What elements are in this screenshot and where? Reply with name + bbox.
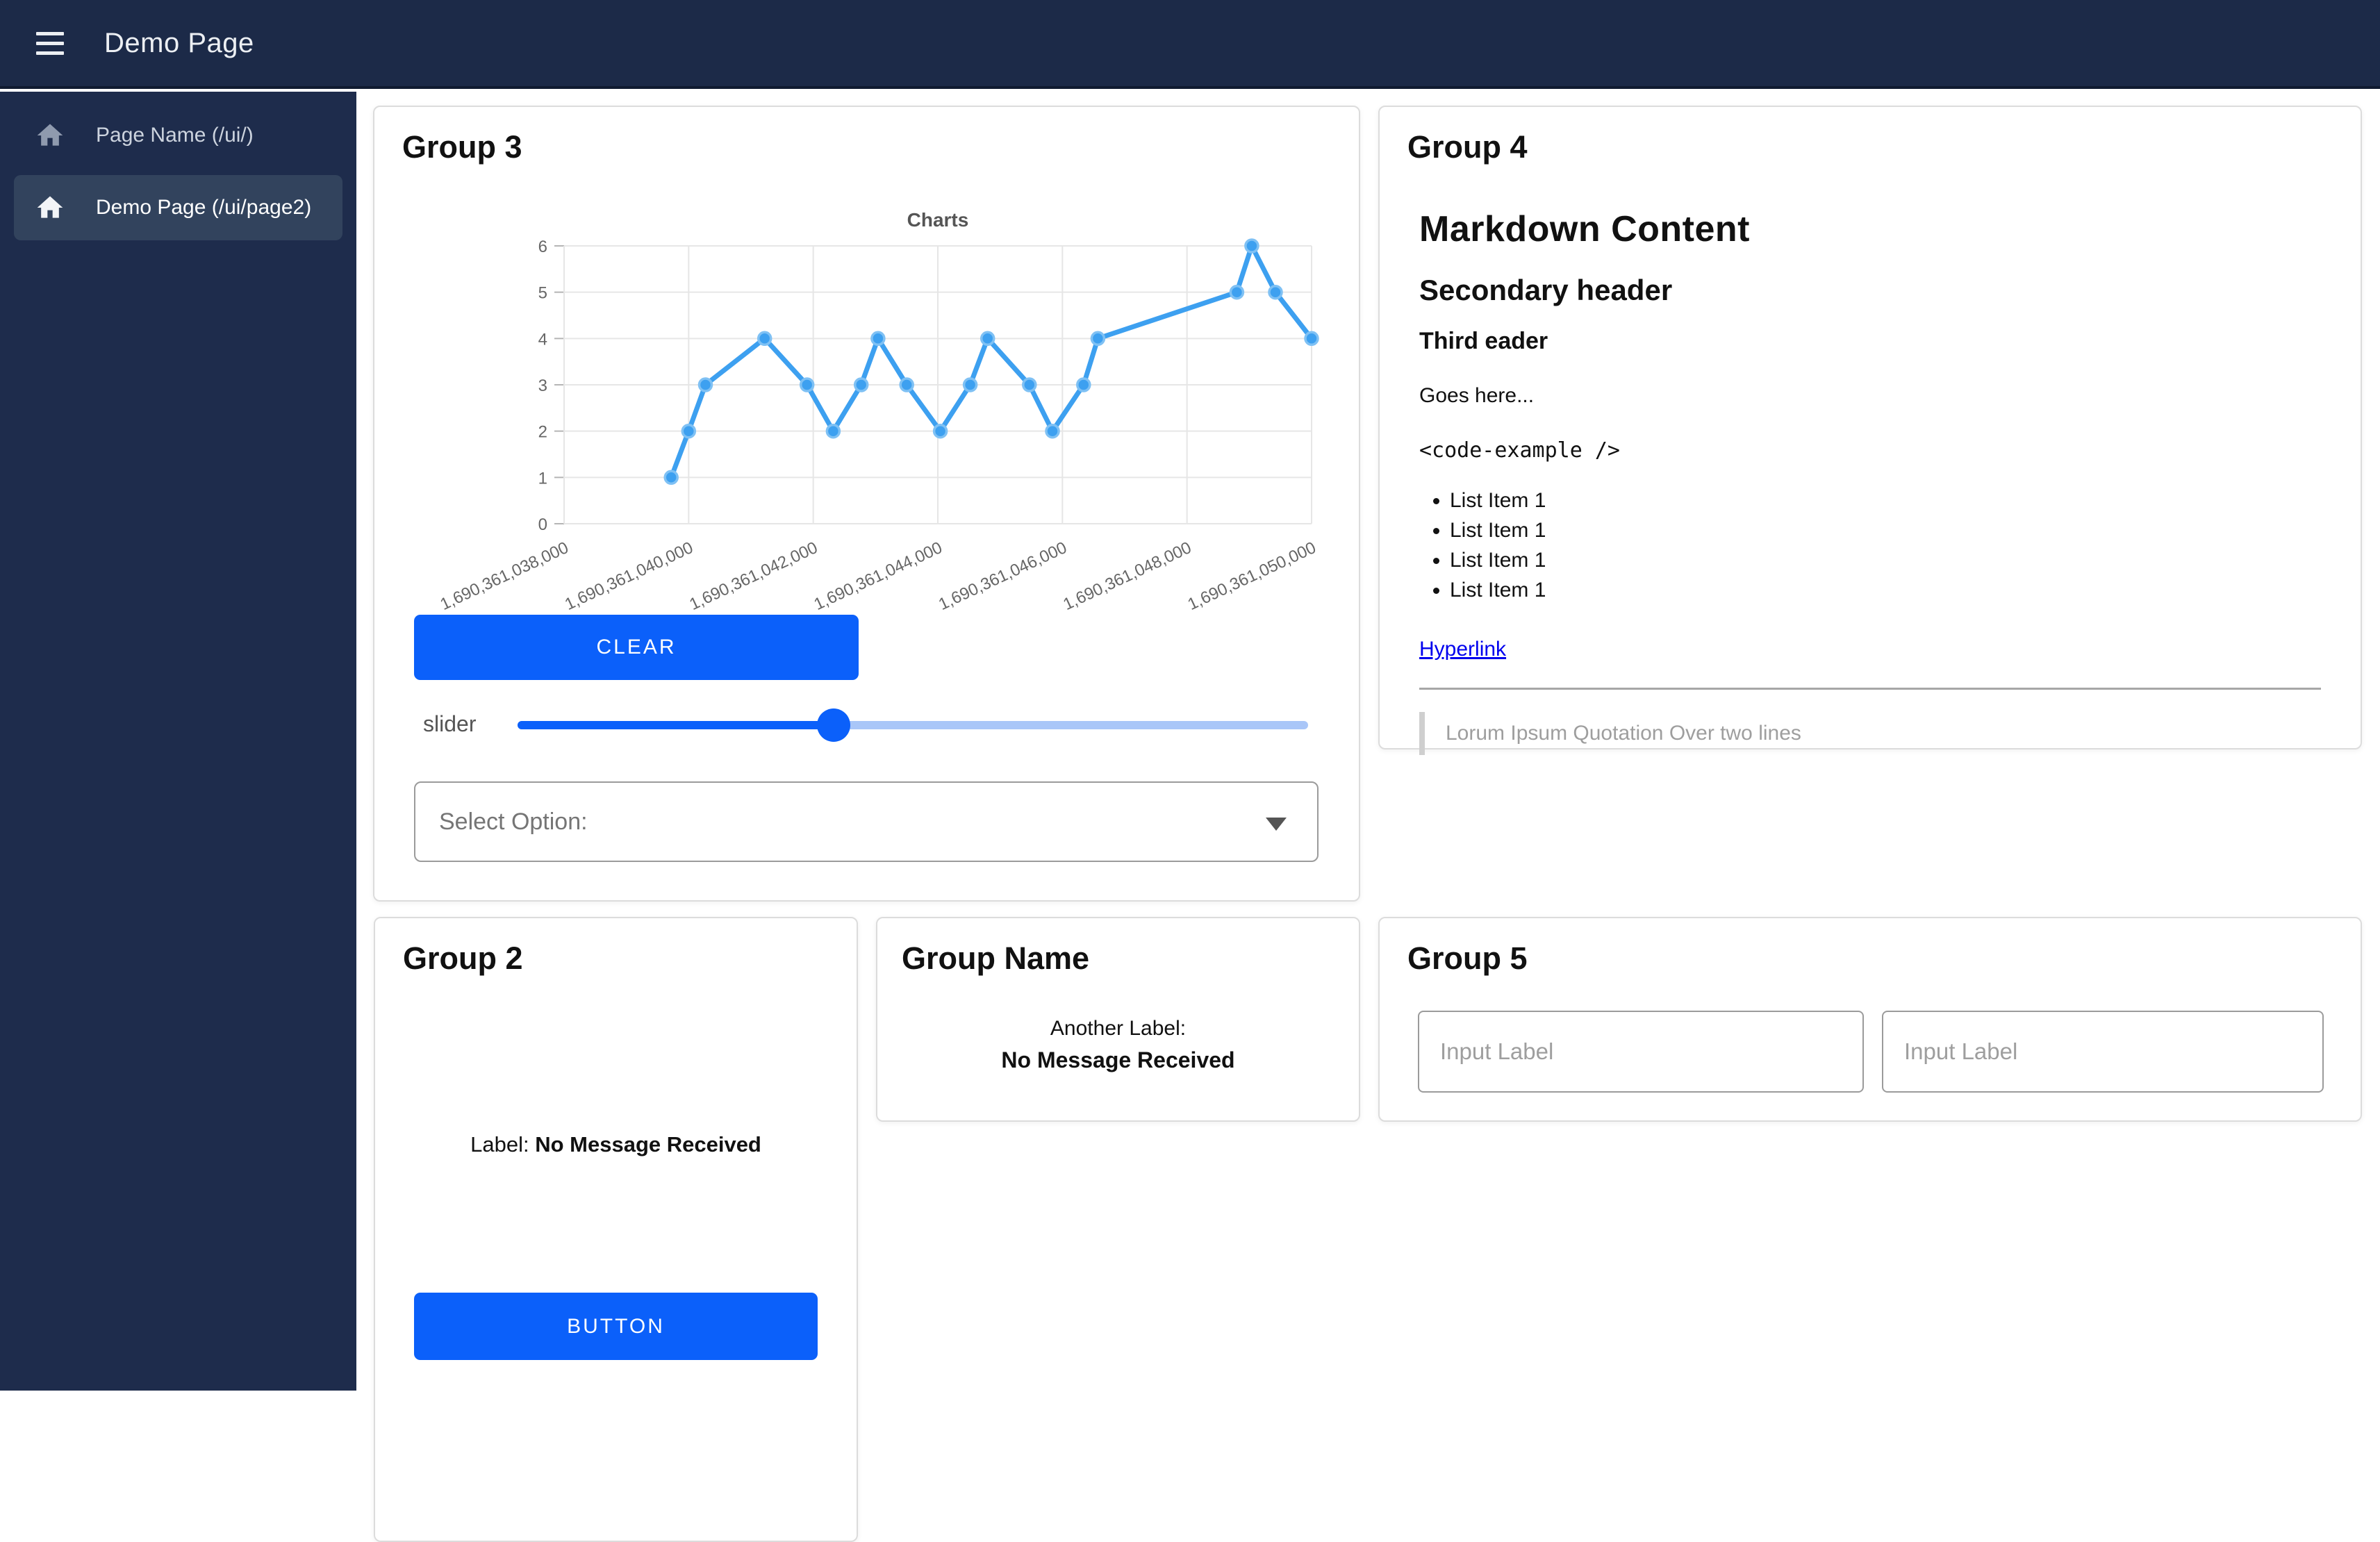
svg-text:2: 2 — [538, 423, 547, 442]
slider-label: slider — [423, 711, 477, 736]
top-navbar: Demo Page — [0, 0, 2380, 89]
markdown-paragraph: Goes here... — [1419, 384, 1535, 407]
svg-text:1: 1 — [538, 469, 547, 488]
card-group-5: Group 5 — [1378, 917, 2362, 1122]
label-value: No Message Received — [535, 1132, 761, 1156]
svg-text:Charts: Charts — [907, 209, 969, 231]
card-group-name: Group Name Another Label: No Message Rec… — [876, 917, 1360, 1122]
svg-text:6: 6 — [538, 238, 547, 256]
markdown-code: <code-example /> — [1419, 438, 1620, 463]
another-label: Another Label: — [1050, 1017, 1187, 1040]
slider-thumb[interactable] — [817, 708, 851, 742]
sidebar-item-demo-page[interactable]: Demo Page (/ui/page2) — [14, 175, 342, 240]
svg-text:5: 5 — [538, 284, 547, 303]
slider-fill — [518, 721, 834, 729]
line-chart: 0 1 2 3 4 5 6 1,690,361,038,0001,690,361,040,00… — [438, 209, 1319, 614]
markdown-list: List Item 1 List Item 1 List Item 1 List… — [1419, 489, 2321, 602]
clear-button[interactable]: CLEAR — [414, 615, 859, 680]
message-value: No Message Received — [1001, 1047, 1235, 1072]
svg-text:1,690,361,038,000: 1,690,361,038,000 — [438, 538, 572, 614]
select-label: Select Option: — [439, 808, 588, 835]
card-group-4: Group 4 Markdown Content Secondary heade… — [1378, 106, 2362, 755]
list-item: List Item 1 — [1450, 579, 2321, 602]
text-input-2[interactable] — [1882, 1011, 2324, 1093]
markdown-content: Markdown Content Secondary header Third … — [1419, 208, 2321, 755]
hyperlink[interactable]: Hyperlink — [1419, 638, 1507, 661]
markdown-h1: Markdown Content — [1419, 209, 1750, 249]
list-item: List Item 1 — [1450, 519, 2321, 542]
list-item: List Item 1 — [1450, 489, 2321, 513]
group-4-title: Group 4 — [1407, 129, 1528, 165]
svg-text:1,690,361,044,000: 1,690,361,044,000 — [811, 538, 945, 614]
text-input-1[interactable] — [1418, 1011, 1864, 1093]
label-prefix: Label: — [470, 1132, 529, 1156]
svg-text:3: 3 — [538, 376, 547, 395]
sidebar: Page Name (/ui/) Demo Page (/ui/page2) — [0, 92, 356, 1391]
svg-text:1,690,361,040,000: 1,690,361,040,000 — [562, 538, 696, 614]
svg-text:1,690,361,046,000: 1,690,361,046,000 — [936, 538, 1070, 614]
group-name-title: Group Name — [902, 940, 1090, 976]
menu-icon[interactable] — [19, 13, 81, 74]
slider-row: slider — [374, 699, 1359, 752]
home-icon — [35, 192, 65, 223]
quotation: Lorum Ipsum Quotation Over two lines — [1419, 712, 2321, 755]
svg-text:0: 0 — [538, 515, 547, 534]
sidebar-item-label: Page Name (/ui/) — [96, 124, 254, 147]
card-group-3: Group 3 0 1 2 3 4 5 6 1,690,361,038,000 1,690,36… — [373, 106, 1360, 902]
group-2-button[interactable]: BUTTON — [414, 1293, 818, 1360]
svg-text:1,690,361,050,000: 1,690,361,050,000 — [1185, 538, 1319, 614]
divider — [1419, 688, 2321, 690]
card-group-2: Group 2 Label: No Message Received BUTTO… — [374, 917, 858, 1542]
main-content: Group 3 0 1 2 3 4 5 6 1,690,361,038,000 1,690,36… — [356, 92, 2380, 1542]
group-2-title: Group 2 — [403, 940, 523, 976]
home-icon — [35, 120, 65, 151]
markdown-h2: Secondary header — [1419, 274, 1673, 306]
list-item: List Item 1 — [1450, 549, 2321, 572]
sidebar-item-page-name[interactable]: Page Name (/ui/) — [14, 103, 342, 168]
dropdown-arrow-icon — [1266, 818, 1287, 831]
group-2-message-label: Label: No Message Received — [375, 1132, 857, 1157]
slider[interactable] — [518, 699, 1308, 752]
svg-text:4: 4 — [538, 330, 547, 349]
svg-text:1,690,361,042,000: 1,690,361,042,000 — [686, 538, 820, 614]
svg-text:1,690,361,048,000: 1,690,361,048,000 — [1060, 538, 1194, 614]
app-title: Demo Page — [104, 27, 254, 58]
sidebar-item-label: Demo Page (/ui/page2) — [96, 196, 312, 219]
markdown-h3: Third eader — [1419, 328, 1548, 354]
group-5-title: Group 5 — [1407, 940, 1528, 976]
select-option-dropdown[interactable]: Select Option: — [414, 781, 1319, 862]
group-3-title: Group 3 — [402, 129, 522, 165]
